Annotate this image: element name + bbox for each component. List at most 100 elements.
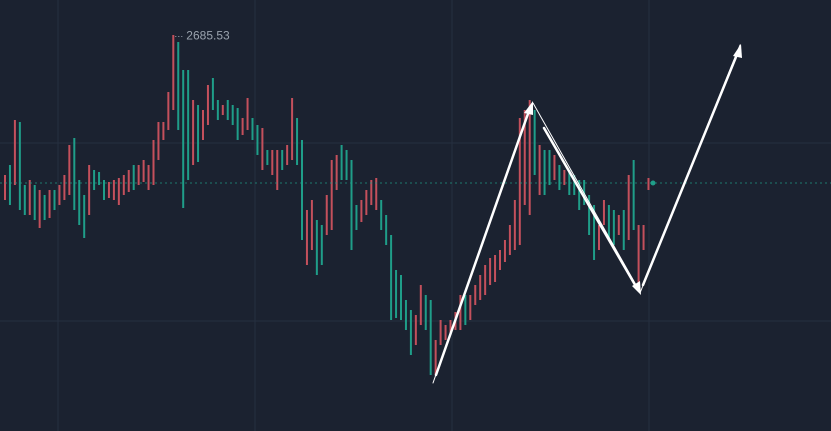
arrowhead — [733, 44, 742, 58]
max-label: 2685.53 — [186, 29, 230, 43]
candle — [499, 250, 501, 270]
candle — [365, 190, 368, 215]
candle — [528, 100, 531, 215]
candle — [197, 105, 200, 162]
candle — [449, 320, 452, 335]
candle — [484, 265, 487, 295]
candle — [28, 180, 31, 215]
candle — [424, 295, 427, 330]
candle — [157, 122, 160, 160]
candle — [409, 310, 412, 355]
candle — [98, 172, 101, 185]
candle — [167, 92, 170, 130]
candle — [88, 165, 91, 215]
candle — [68, 145, 71, 195]
candle — [132, 165, 135, 190]
candle — [494, 255, 497, 282]
candle — [390, 235, 393, 320]
candle — [355, 205, 358, 230]
candle — [286, 145, 289, 165]
candle — [93, 170, 96, 190]
candle — [602, 200, 605, 225]
candle — [162, 122, 165, 140]
candle — [489, 258, 492, 285]
candle — [548, 150, 551, 185]
candle — [281, 150, 284, 170]
candle — [256, 125, 259, 155]
candle — [48, 190, 51, 218]
candle — [43, 195, 46, 220]
candle — [251, 118, 254, 140]
candle — [400, 275, 402, 320]
candle — [202, 110, 204, 140]
candle — [538, 145, 541, 195]
candle — [627, 175, 630, 240]
candle — [578, 180, 581, 210]
candle — [261, 128, 264, 170]
candle — [182, 70, 185, 208]
candle — [612, 210, 615, 245]
candle — [414, 315, 417, 345]
candle — [296, 118, 299, 165]
candle — [211, 78, 214, 110]
candle — [533, 110, 536, 175]
candle — [246, 98, 249, 130]
candle — [23, 185, 26, 215]
candle — [127, 170, 130, 192]
candle — [8, 165, 11, 205]
candle — [78, 180, 81, 225]
candle — [117, 178, 120, 205]
candle — [345, 150, 348, 180]
candle — [172, 35, 175, 110]
candle — [617, 215, 620, 235]
candle — [647, 178, 650, 190]
candle — [513, 200, 516, 250]
candle — [474, 285, 477, 305]
candle — [573, 175, 576, 195]
candle — [147, 165, 150, 190]
candle — [305, 210, 308, 265]
candle — [310, 200, 313, 250]
candle — [558, 165, 561, 190]
candle — [637, 225, 640, 285]
candle — [18, 122, 21, 210]
candle — [13, 120, 16, 185]
candle — [404, 300, 407, 330]
candle — [360, 200, 363, 222]
candle — [266, 150, 269, 165]
candle — [33, 185, 36, 220]
candle — [464, 295, 467, 325]
candle — [63, 175, 66, 200]
candle — [142, 160, 145, 182]
arrow — [542, 126, 640, 292]
candle — [58, 185, 61, 205]
candle — [177, 42, 180, 130]
candle — [395, 270, 398, 318]
candle — [271, 150, 274, 175]
candle — [444, 325, 447, 340]
candle — [632, 160, 635, 230]
candle — [593, 205, 596, 260]
candle — [434, 340, 437, 375]
last-price-dot — [650, 180, 656, 186]
candle — [4, 175, 6, 200]
candle — [568, 170, 571, 195]
candle — [469, 295, 472, 320]
candle — [241, 118, 244, 135]
candle — [335, 155, 338, 190]
candle — [340, 145, 343, 180]
candle — [192, 100, 195, 165]
candle — [107, 182, 110, 198]
candle — [73, 138, 76, 210]
candle — [221, 105, 224, 115]
candle — [152, 140, 155, 185]
arrowhead — [632, 281, 641, 295]
candle — [598, 225, 600, 250]
candle — [231, 105, 234, 125]
candle — [622, 210, 625, 250]
candle — [320, 225, 323, 265]
candle — [439, 320, 442, 345]
candle — [206, 85, 209, 125]
candle — [385, 215, 388, 245]
